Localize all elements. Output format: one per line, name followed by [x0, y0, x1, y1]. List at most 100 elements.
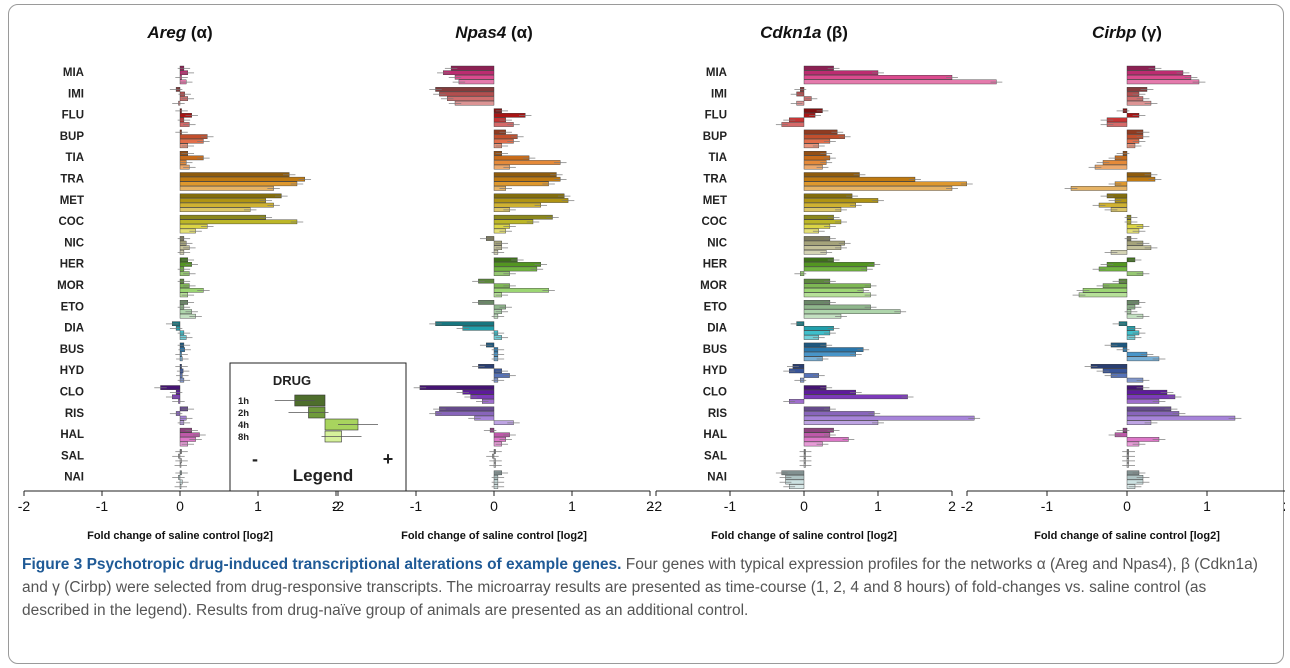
- category-label: HYD: [60, 365, 84, 377]
- bar: [493, 198, 569, 203]
- bar: [803, 181, 968, 187]
- panel-title: Areg (α): [146, 23, 212, 42]
- category-label: TIA: [65, 152, 84, 164]
- bar: [1126, 70, 1184, 75]
- category-label: DIA: [64, 323, 84, 335]
- bar: [803, 394, 908, 400]
- category-label: NIC: [64, 237, 84, 249]
- category-label: MIA: [63, 67, 84, 79]
- bar: [803, 437, 849, 442]
- bar: [803, 415, 975, 421]
- category-label: MET: [60, 195, 84, 207]
- category-label: IMI: [68, 88, 84, 100]
- category-label: NAI: [64, 472, 84, 484]
- bar: [803, 420, 879, 426]
- x-axis-label: Fold change of saline control [log2]: [1034, 530, 1220, 542]
- x-tick-label: -1: [96, 498, 109, 514]
- x-tick-label: -2: [18, 498, 31, 514]
- category-label: BUS: [703, 344, 728, 356]
- figure-svg: MIA IMI FLU BUP TIA TRA MET COC NIC HER MOR ETO DIA B…: [18, 23, 1285, 542]
- bar: [179, 176, 306, 182]
- bar: [803, 70, 879, 75]
- bar: [419, 385, 495, 390]
- category-label: SAL: [61, 450, 84, 462]
- x-tick-label: 2: [1283, 498, 1285, 514]
- category-label: TRA: [60, 174, 84, 186]
- category-label: RIS: [708, 408, 728, 420]
- x-tick-label: 0: [490, 498, 498, 514]
- category-label: HAL: [703, 429, 727, 441]
- bar: [803, 389, 856, 395]
- bar: [179, 193, 282, 199]
- bar: [803, 309, 901, 314]
- bar: [803, 266, 868, 272]
- bar: [179, 219, 298, 225]
- bar: [803, 202, 856, 208]
- network-label: (γ): [1136, 23, 1162, 42]
- legend-timepoint: 4h: [238, 420, 249, 431]
- gene-name: Cirbp: [1092, 23, 1136, 42]
- category-label: NIC: [707, 237, 727, 249]
- bar: [1126, 406, 1172, 412]
- category-label: COC: [701, 216, 727, 228]
- bar: [493, 214, 553, 220]
- bar: [450, 65, 495, 71]
- bar: [493, 193, 565, 199]
- x-tick-label: 1: [568, 498, 576, 514]
- bar: [447, 96, 495, 101]
- bar: [493, 160, 561, 165]
- bar: [493, 262, 541, 267]
- network-label: (α): [506, 23, 533, 42]
- bar: [803, 193, 853, 199]
- x-tick-label: -1: [1041, 498, 1054, 514]
- bar: [1126, 74, 1192, 80]
- bar: [179, 186, 274, 191]
- bar: [493, 176, 561, 182]
- x-tick-label: 2: [332, 498, 340, 514]
- x-tick-label: 1: [254, 498, 262, 514]
- category-label: IMI: [711, 88, 727, 100]
- category-label: CLO: [703, 387, 727, 399]
- bar: [179, 214, 267, 220]
- category-label: HYD: [703, 365, 727, 377]
- panel-cdkn1a: Cdkn1a (β) MIA IMI FLU BUP TIA TRA MET COC NIC HER…: [650, 23, 1003, 542]
- bar: [803, 79, 997, 85]
- x-tick-label: 0: [1123, 498, 1131, 514]
- panel-cirbp: Cirbp (γ) -2 -1 0 1 2 Fold change of saline co…: [961, 23, 1285, 542]
- bar: [1126, 79, 1200, 85]
- category-label: FLU: [705, 110, 727, 122]
- category-label: MIA: [706, 67, 727, 79]
- bar: [803, 134, 845, 139]
- caption-text: Four genes with typical expression profi…: [22, 556, 1258, 619]
- legend-minus: -: [252, 449, 258, 469]
- panel-areg: Areg (α) -2 -1 0 1 2 Fold change of saline con…: [18, 23, 340, 542]
- panel-title: Npas4 (α): [455, 23, 533, 42]
- bar: [443, 70, 495, 75]
- category-label: HER: [60, 259, 85, 271]
- bar: [493, 172, 557, 177]
- x-axis-label: Fold change of saline control [log2]: [401, 530, 587, 542]
- category-label: ETO: [61, 301, 84, 313]
- category-label: BUP: [703, 131, 728, 143]
- bar: [1070, 186, 1128, 191]
- gene-name: Areg: [146, 23, 186, 42]
- bar: [1126, 415, 1236, 421]
- legend-timepoint: 2h: [238, 408, 249, 419]
- category-label: SAL: [704, 450, 727, 462]
- x-tick-label: -1: [410, 498, 423, 514]
- bar: [493, 266, 538, 272]
- x-tick-label: -1: [724, 498, 737, 514]
- category-label: COC: [58, 216, 84, 228]
- x-tick-label: -2: [961, 498, 974, 514]
- panel-title: Cdkn1a (β): [760, 23, 848, 42]
- bar: [179, 207, 251, 213]
- bar: [803, 186, 953, 191]
- bar: [1082, 288, 1128, 293]
- network-label: (α): [186, 23, 213, 42]
- category-label: TIA: [708, 152, 727, 164]
- bar: [1126, 411, 1180, 416]
- bar: [803, 351, 856, 357]
- bar: [179, 198, 267, 203]
- bar: [803, 304, 871, 310]
